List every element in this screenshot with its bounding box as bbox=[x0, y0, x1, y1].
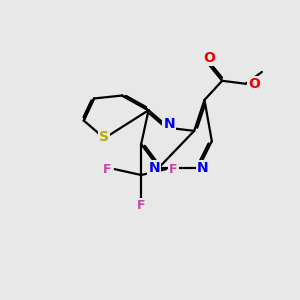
Text: F: F bbox=[103, 163, 112, 176]
Text: S: S bbox=[99, 130, 110, 144]
Text: N: N bbox=[163, 117, 175, 131]
Text: O: O bbox=[203, 51, 215, 65]
Text: O: O bbox=[249, 77, 260, 91]
Text: F: F bbox=[169, 163, 178, 176]
Text: N: N bbox=[197, 161, 209, 175]
Text: N: N bbox=[148, 161, 160, 175]
Text: F: F bbox=[137, 200, 146, 212]
